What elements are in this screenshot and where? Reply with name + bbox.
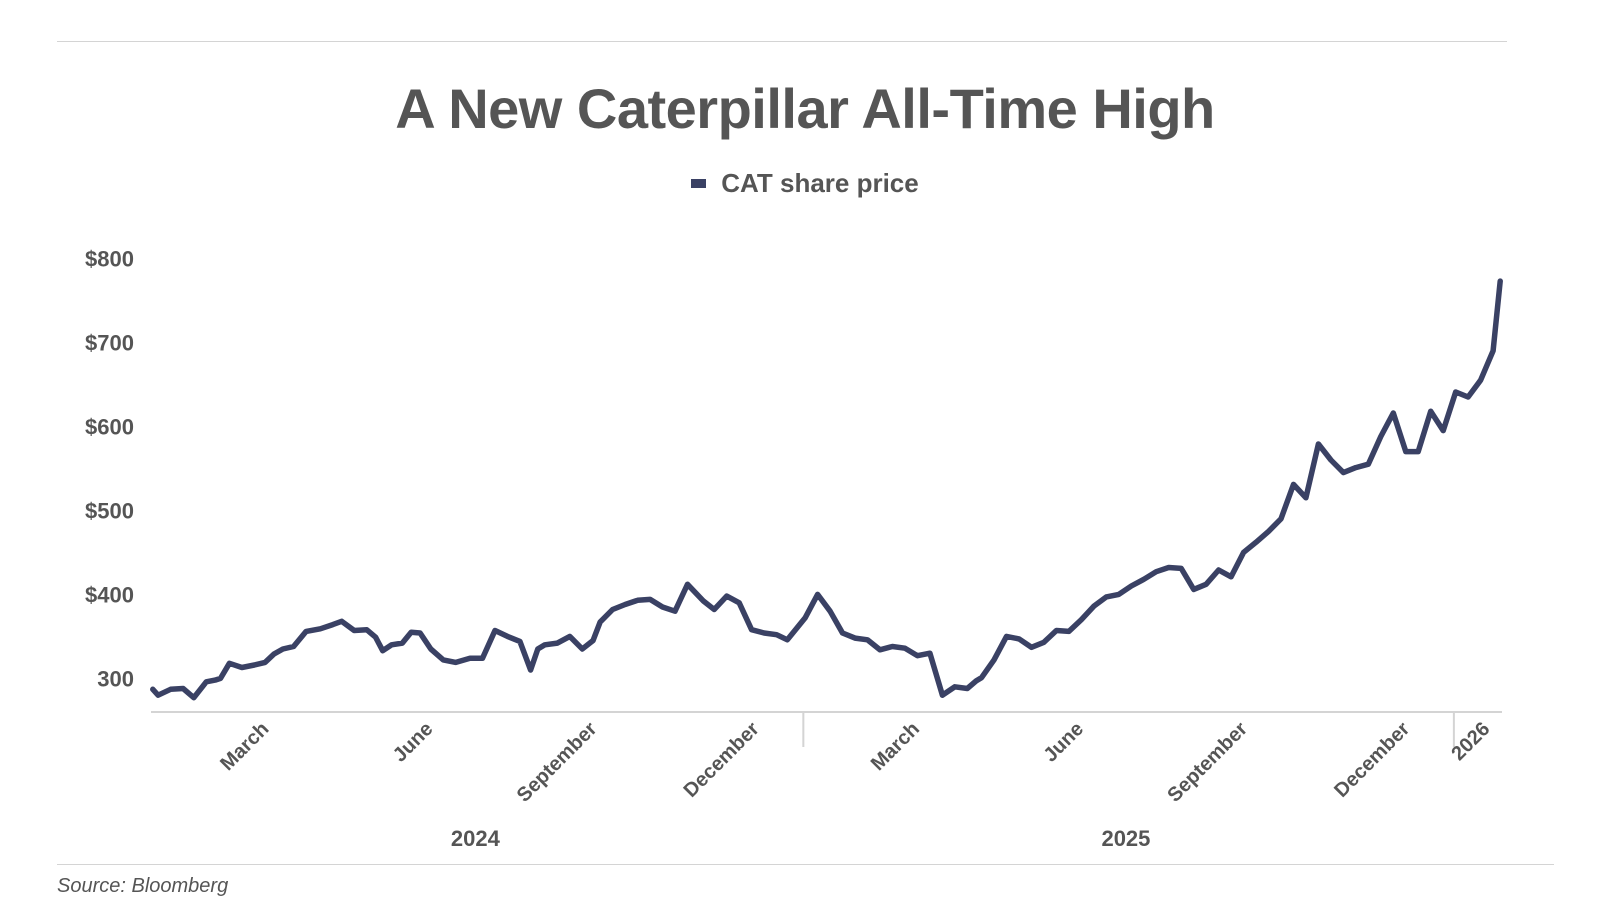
legend: CAT share price: [0, 168, 1600, 199]
y-tick-label: $800: [85, 246, 134, 271]
chart-title: A New Caterpillar All-Time High: [395, 77, 1215, 140]
y-tick-label: $400: [85, 582, 134, 607]
x-tick-label: September: [513, 718, 602, 807]
series-layer: [150, 278, 1503, 701]
year-label: 2024: [451, 826, 501, 851]
y-axis: 300 $400 $500 $600 $700 $800: [85, 246, 134, 691]
x-tick-label: September: [1163, 718, 1252, 807]
series-line-cat-share-price: [150, 278, 1503, 701]
y-tick-label: 300: [97, 666, 134, 691]
top-divider: [57, 41, 1507, 42]
x-tick-label: December: [680, 718, 764, 802]
x-axis: March June September December March June Septe…: [151, 711, 1502, 851]
y-tick-label: $500: [85, 498, 134, 523]
y-tick-label: $600: [85, 414, 134, 439]
x-tick-label: March: [216, 718, 273, 775]
legend-swatch: [691, 178, 707, 188]
bottom-divider: [57, 864, 1554, 865]
x-tick-label: June: [389, 718, 438, 767]
x-tick-label: March: [867, 718, 924, 775]
legend-label: CAT share price: [721, 168, 919, 198]
year-label: 2025: [1101, 826, 1150, 851]
y-tick-label: $700: [85, 330, 134, 355]
source-note: Source: Bloomberg: [57, 875, 229, 897]
x-tick-label: December: [1330, 718, 1414, 802]
x-tick-label: June: [1039, 718, 1088, 767]
